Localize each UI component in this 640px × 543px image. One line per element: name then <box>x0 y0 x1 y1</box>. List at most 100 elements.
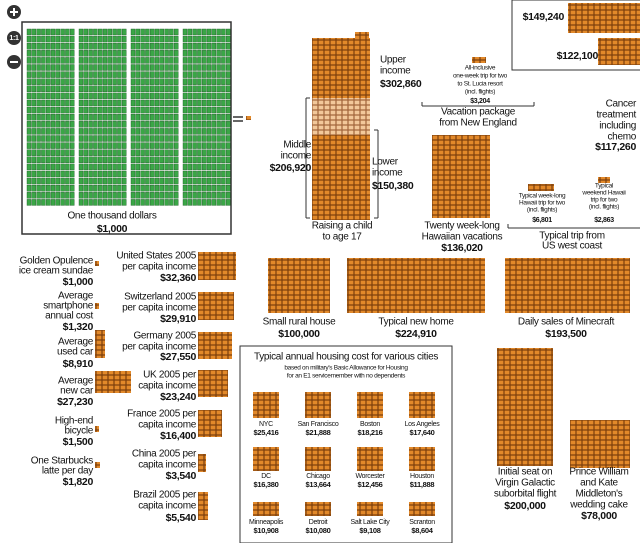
dollar <box>173 156 179 164</box>
dollar <box>55 113 60 121</box>
dollar <box>135 113 141 121</box>
dollar <box>169 113 174 121</box>
block-stack <box>312 98 370 135</box>
dollar <box>60 92 65 100</box>
dollar <box>145 170 150 178</box>
dollar <box>60 177 65 185</box>
item-value: $200,000 <box>504 500 546 512</box>
dollar <box>173 71 179 78</box>
dollar <box>197 106 202 114</box>
dollar <box>121 177 127 185</box>
dollar <box>211 35 217 43</box>
dollar <box>83 199 89 206</box>
dollar <box>221 135 226 142</box>
dollar <box>50 35 56 43</box>
dollar <box>50 43 56 50</box>
dollar <box>31 85 36 93</box>
dollar <box>112 192 117 199</box>
item-label: income <box>281 151 312 162</box>
dollar <box>225 184 231 192</box>
dollar <box>169 149 174 156</box>
dollar <box>145 199 150 206</box>
dollar <box>159 184 165 192</box>
dollar <box>164 71 169 78</box>
dollar <box>78 121 84 128</box>
dollar <box>201 43 207 50</box>
dollar <box>69 184 75 192</box>
zoom-reset[interactable] <box>7 31 21 45</box>
dollar <box>97 170 103 178</box>
dollar <box>149 142 155 149</box>
dollar <box>187 43 193 50</box>
item-label: Initial seat on <box>498 467 552 478</box>
dollar <box>164 170 169 178</box>
dollar <box>187 64 193 71</box>
block-stack <box>198 410 222 437</box>
dollar <box>69 78 75 85</box>
dollar <box>117 85 122 93</box>
dollar <box>83 106 89 114</box>
dollar <box>31 142 36 149</box>
dollar <box>201 163 207 171</box>
dollar <box>182 28 188 36</box>
dollar <box>159 78 165 85</box>
dollar <box>78 92 84 100</box>
block-stack <box>253 392 279 418</box>
dollar <box>221 113 226 121</box>
dollar <box>26 135 32 142</box>
dollar <box>121 149 127 156</box>
dollar <box>164 199 169 206</box>
topright-box <box>511 0 640 71</box>
item-label: chemo <box>607 132 636 143</box>
dollar <box>135 156 141 164</box>
dollar <box>197 199 202 206</box>
item-value: $302,860 <box>380 78 422 90</box>
dollar <box>182 156 188 164</box>
dollar <box>50 177 56 185</box>
dollar <box>201 142 207 149</box>
dollar <box>107 149 113 156</box>
dollar <box>46 71 51 78</box>
item-value: $27,230 <box>57 396 93 408</box>
dollar <box>206 170 212 178</box>
dollar <box>145 64 150 71</box>
dollar <box>192 177 197 185</box>
item-label: one-week trip for two <box>453 73 508 80</box>
dollar <box>60 192 65 199</box>
dollar <box>197 50 202 57</box>
dollar <box>88 64 93 71</box>
dollar <box>211 192 217 199</box>
dollar <box>154 71 160 78</box>
dollar <box>192 78 197 85</box>
dollar <box>65 92 70 100</box>
dollar <box>187 128 193 135</box>
dollar <box>117 163 122 171</box>
item-label: All-inclusive <box>465 65 496 72</box>
dollar <box>197 177 202 185</box>
item-label: trip for two <box>591 197 618 204</box>
dollar <box>31 78 36 85</box>
dollar <box>159 121 165 128</box>
dollar <box>145 156 150 164</box>
dollar <box>26 71 32 78</box>
dollar <box>192 35 197 43</box>
dollar <box>112 156 117 164</box>
dollar <box>206 121 212 128</box>
dollar <box>197 128 202 135</box>
item-label: Typical week-long <box>519 193 566 200</box>
dollar <box>192 184 197 192</box>
dollar <box>36 177 41 185</box>
dollar <box>60 170 65 178</box>
dollar <box>112 184 117 192</box>
dollar <box>192 121 197 128</box>
housing-subtitle: based on military's Basic Allowance for … <box>284 365 408 372</box>
dollar <box>135 28 141 36</box>
item-label: Upper <box>380 55 407 66</box>
dollar <box>69 156 75 164</box>
dollar <box>83 57 89 64</box>
dollar <box>93 43 98 50</box>
dollar <box>26 43 32 50</box>
dollar <box>149 177 155 185</box>
item-value: $16,400 <box>160 430 196 442</box>
dollar <box>97 177 103 185</box>
